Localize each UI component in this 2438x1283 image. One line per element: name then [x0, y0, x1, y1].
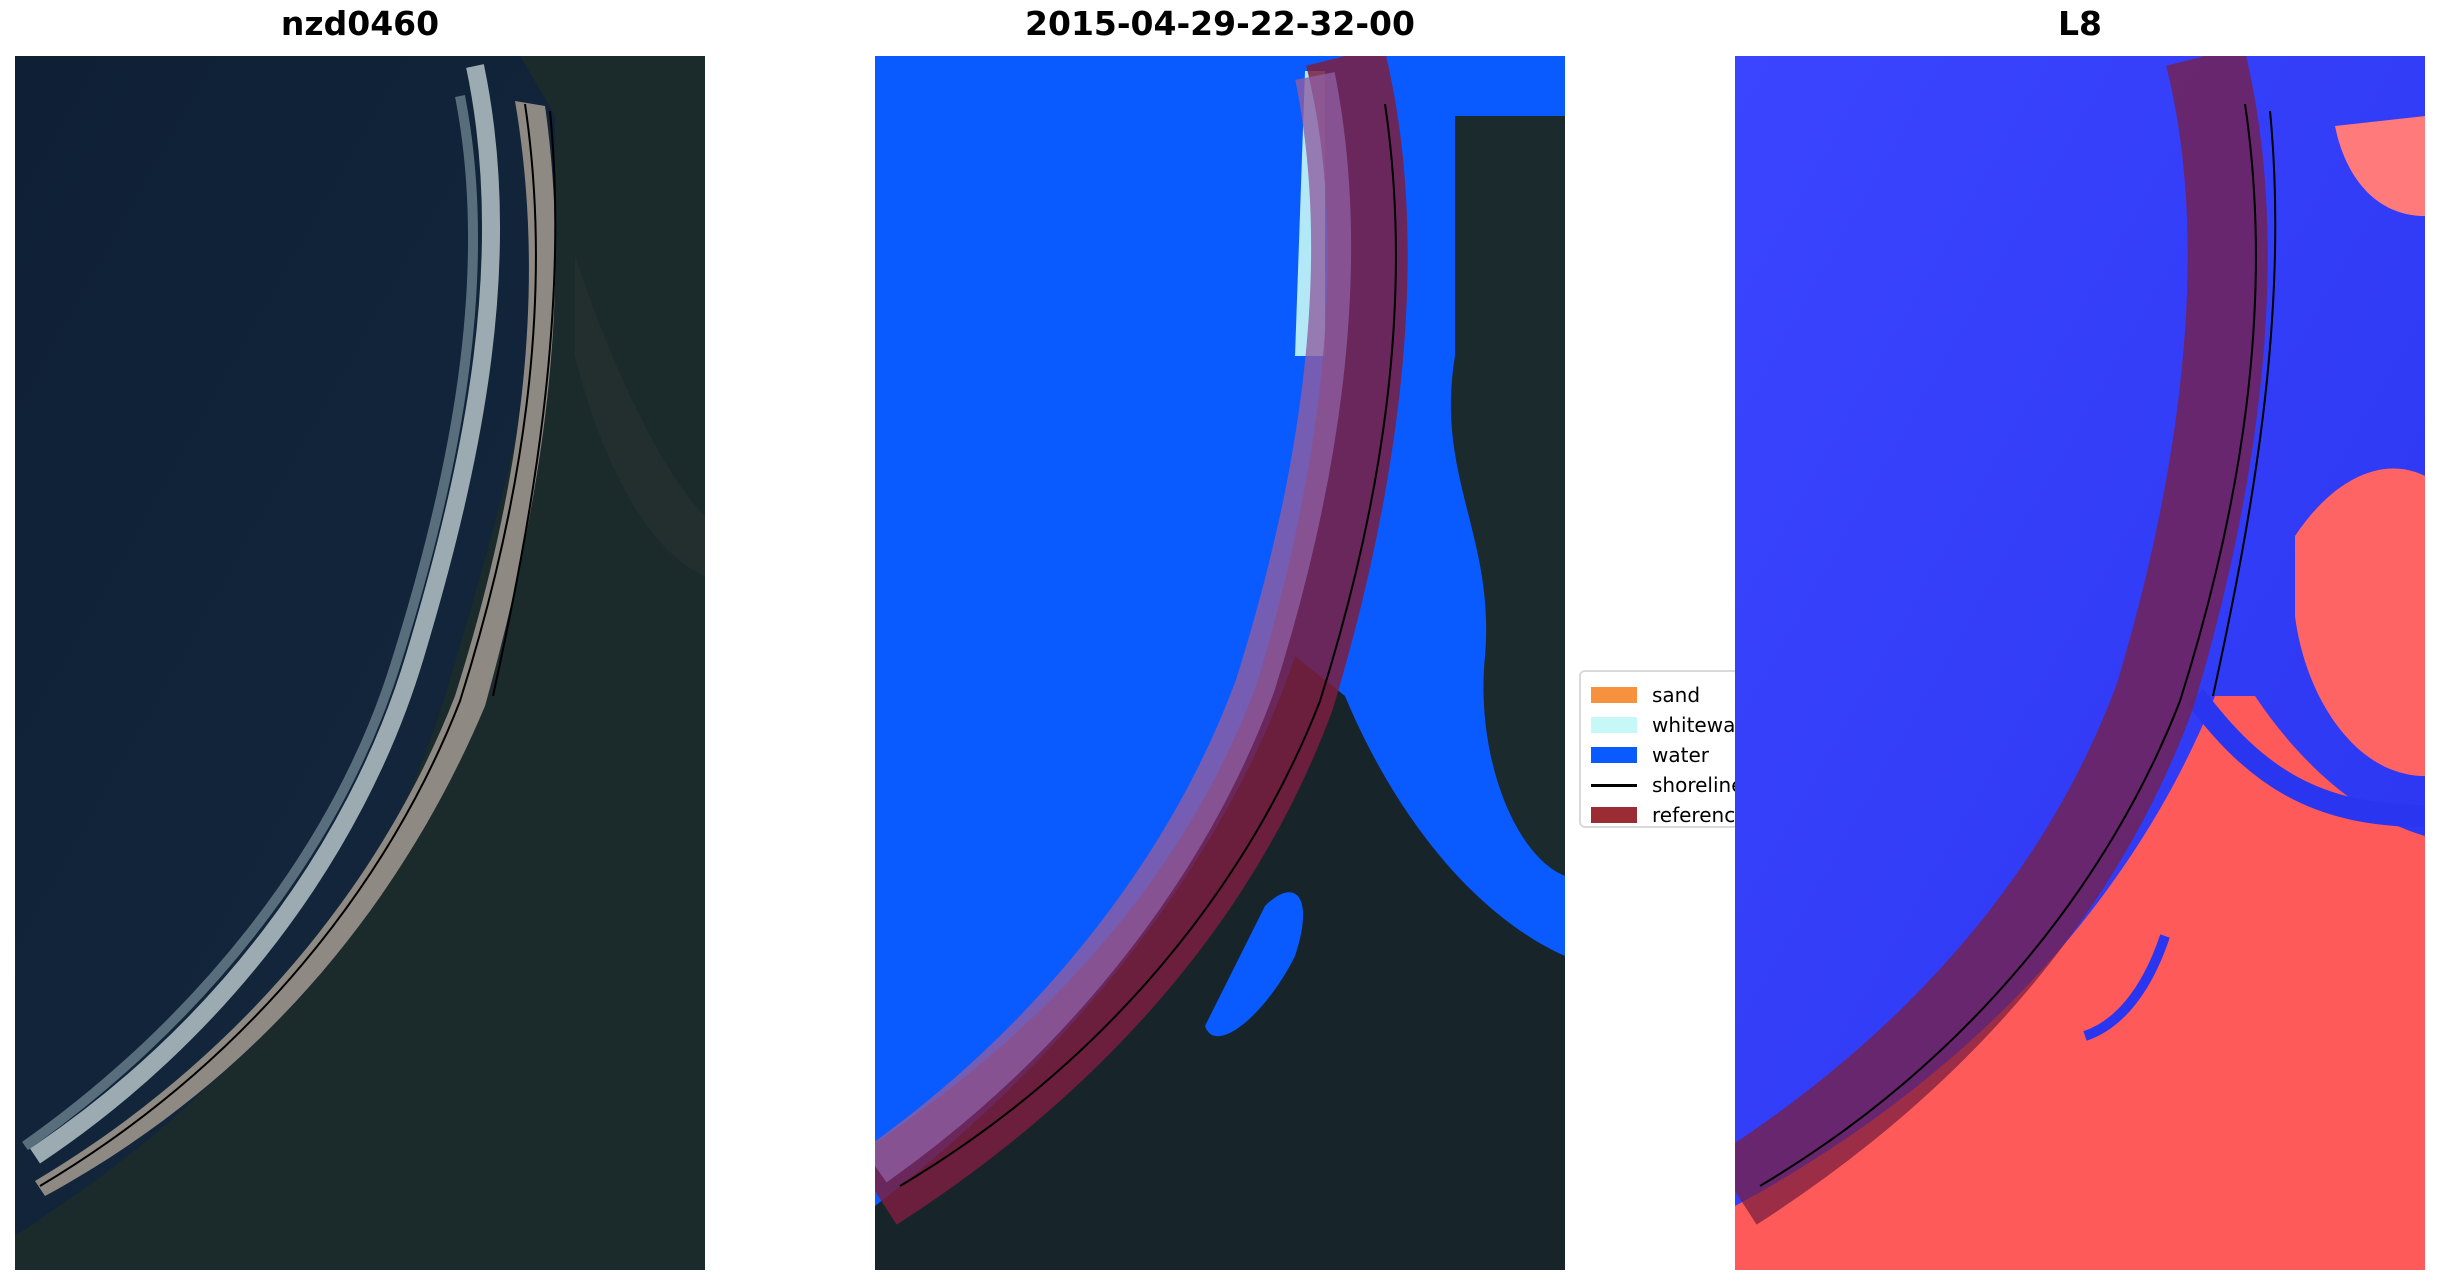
legend-swatch-whitewater — [1591, 717, 1637, 733]
legend-swatch-reference — [1591, 807, 1637, 823]
legend-label: whitewater — [1652, 713, 1737, 737]
legend-item-reference: reference — [1591, 800, 1737, 826]
legend-item-water: water — [1591, 740, 1727, 770]
legend-swatch-water — [1591, 747, 1637, 763]
legend-item-whitewater: whitewater — [1591, 710, 1737, 740]
panel-title-rgb: nzd0460 — [280, 4, 440, 43]
panel-title-index: L8 — [2058, 4, 2102, 43]
legend-label: water — [1652, 743, 1709, 767]
legend-item-shoreline: shoreline — [1591, 770, 1737, 800]
classification-map — [875, 56, 1565, 1270]
index-image-panel — [1735, 56, 2425, 1270]
legend-label: shoreline — [1652, 773, 1739, 797]
classification-panel — [875, 56, 1565, 1270]
panel-title-classification: 2015-04-29-22-32-00 — [1025, 4, 1415, 43]
rgb-image-panel — [15, 56, 705, 1270]
legend-label: sand — [1652, 683, 1701, 707]
legend-item-sand: sand — [1591, 680, 1727, 710]
legend: sand whitewater water shoreline referenc… — [1579, 670, 1739, 828]
index-map — [1735, 56, 2425, 1270]
rgb-image — [15, 56, 705, 1270]
legend-swatch-sand — [1591, 687, 1637, 703]
legend-label: reference — [1652, 803, 1739, 827]
legend-line-shoreline — [1591, 783, 1637, 787]
